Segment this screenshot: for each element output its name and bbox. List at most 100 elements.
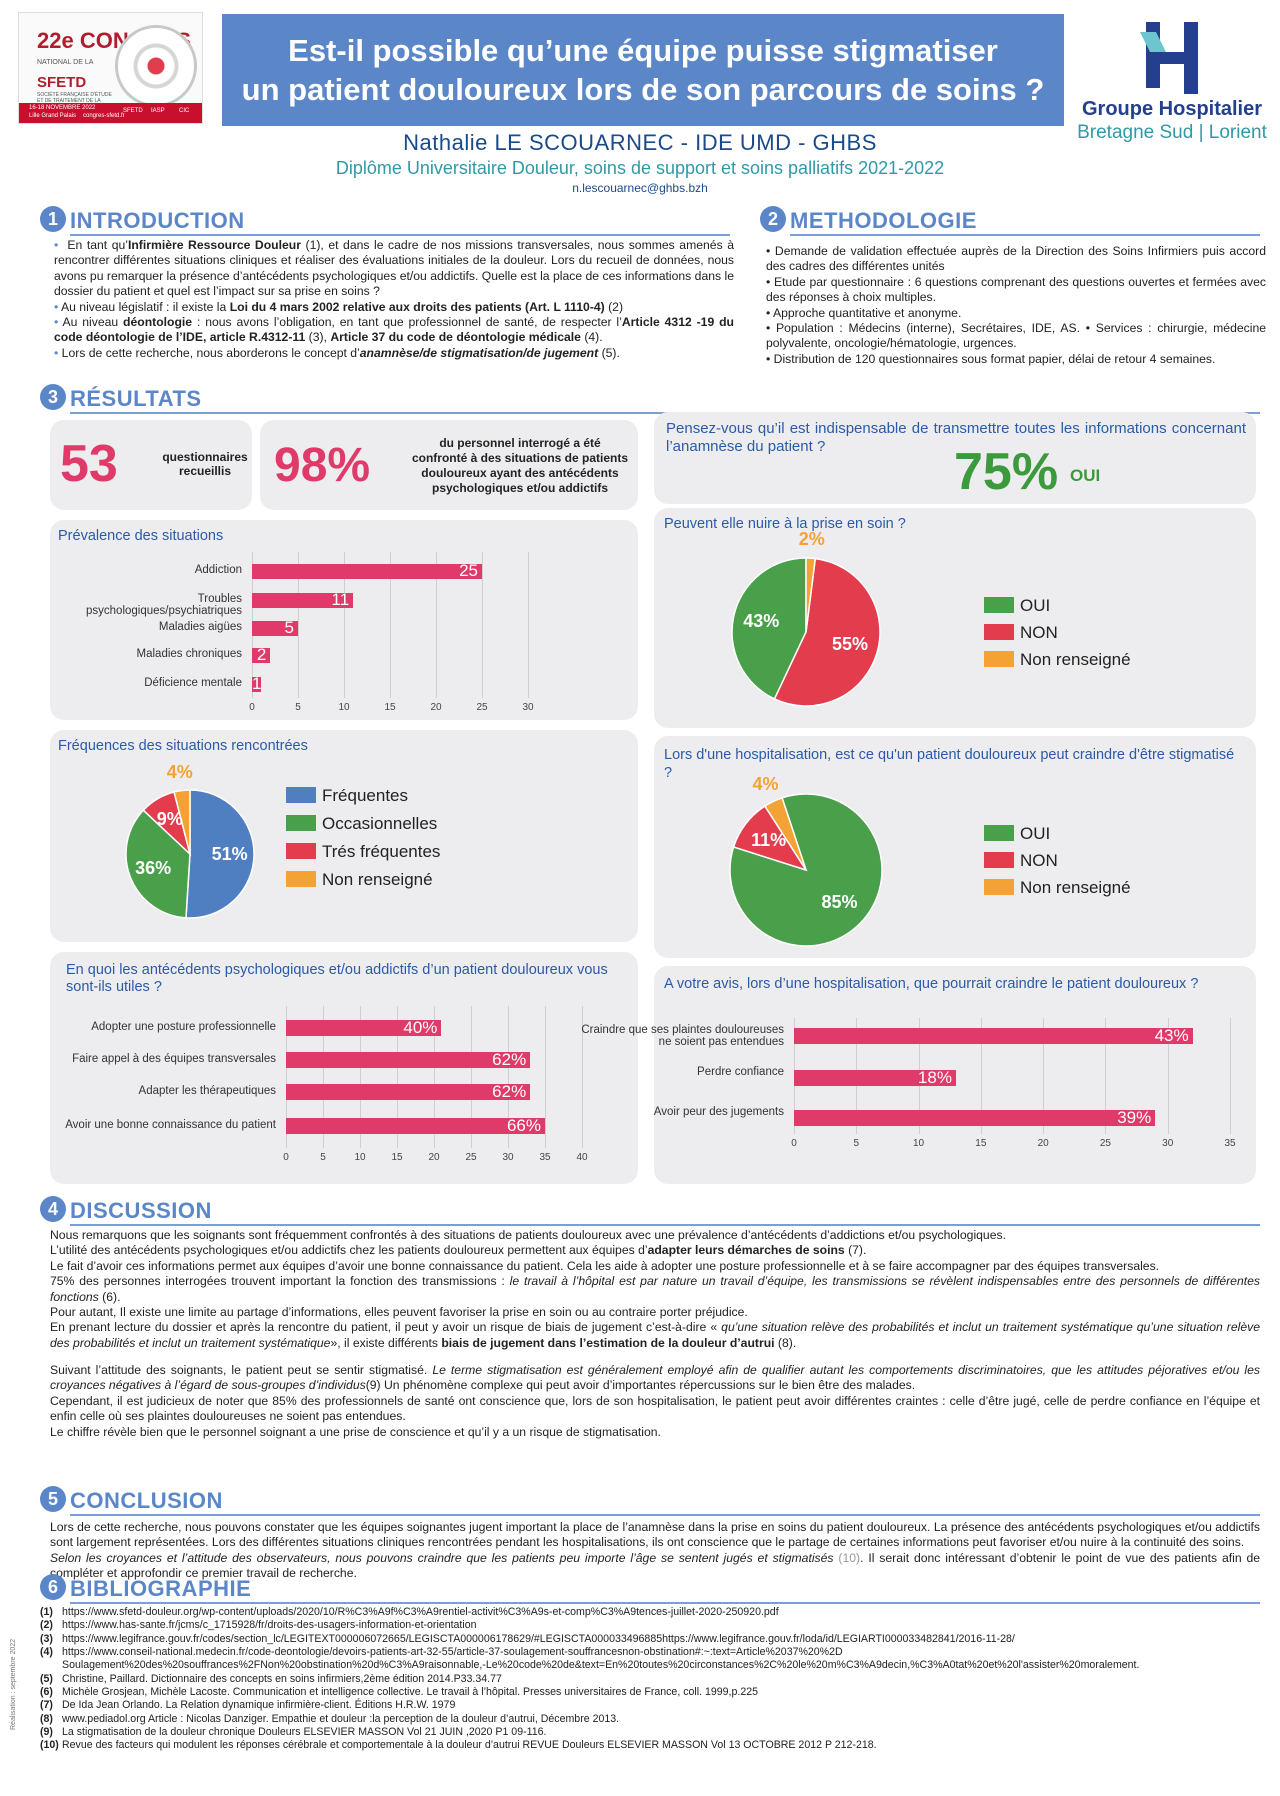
- author-email[interactable]: n.lescouarnec@ghbs.bzh: [572, 181, 708, 195]
- section-title-resultats: RÉSULTATS: [70, 386, 202, 411]
- chart-title: Peuvent elle nuire à la prise en soin ?: [664, 516, 906, 532]
- bar-category-label: Avoir peur des jugements: [653, 1106, 784, 1118]
- pie-value-label: 55%: [832, 633, 869, 654]
- bar: [286, 1052, 531, 1068]
- bar: [794, 1028, 1193, 1044]
- side-note: Réalisation : septembre 2022: [10, 1638, 17, 1730]
- axis-tick-label: 10: [913, 1138, 925, 1149]
- discussion-line: Nous remarquons que les soignants sont f…: [50, 1228, 1006, 1242]
- bar: [252, 647, 271, 663]
- legend-label: NON: [1020, 623, 1058, 642]
- section-divider: [70, 1514, 1260, 1516]
- discussion-line: Suivant l’attitude des soignants, le pat…: [50, 1363, 1260, 1393]
- section-divider: [790, 234, 1260, 236]
- legend-swatch: [984, 879, 1014, 895]
- bar: [794, 1070, 956, 1086]
- congress-dates: 16-18 NOVEMBRE 2022: [29, 105, 96, 111]
- bibliography-item: (1) https://www.sfetd-douleur.org/wp-cont…: [40, 1606, 1250, 1619]
- grid-line: [390, 552, 391, 698]
- axis-tick-label: 5: [295, 702, 301, 713]
- bar-value-label: 2: [256, 645, 267, 664]
- grid-line: [323, 1006, 324, 1148]
- axis-tick-label: 10: [338, 702, 350, 713]
- pie-value-label: 2%: [798, 529, 825, 550]
- logo-line-2: Bretagne Sud | Lorient: [1077, 122, 1267, 143]
- bibliography-text[interactable]: https://www.conseil-national.medecin.fr/…: [62, 1646, 1140, 1672]
- bibliography-item: (3) https://www.legifrance.gouv.fr/codes/…: [40, 1633, 1250, 1646]
- bar-category-label: Maladies aigües: [158, 621, 242, 633]
- bibliography-item: (6) Michèle Grosjean, Michèle Lacoste. Co…: [40, 1686, 1250, 1699]
- bar-category-label: Adopter une posture professionnelle: [91, 1021, 276, 1033]
- discussion-line: L’utilité des antécédents psychologiques…: [50, 1243, 867, 1258]
- section-title-introduction: INTRODUCTION: [70, 208, 245, 233]
- axis-tick-label: 20: [1037, 1138, 1049, 1149]
- legend-item: Non renseigné: [286, 870, 433, 890]
- bar: [252, 563, 482, 579]
- grid-line: [508, 1006, 509, 1148]
- introduction-text: • En tant qu’Infirmière Ressource Douleu…: [54, 238, 734, 361]
- axis-tick-label: 20: [430, 702, 442, 713]
- pie-slice: [731, 557, 807, 700]
- pie-value-label: 4%: [752, 774, 779, 795]
- author-name: Nathalie LE SCOUARNEC - IDE UMD - GHBS: [403, 130, 877, 155]
- transmit-pct: 75%: [954, 443, 1059, 501]
- bar-category-label: Adapter les thérapeutiques: [138, 1085, 276, 1097]
- legend-swatch: [984, 624, 1014, 640]
- axis-tick-label: 20: [428, 1152, 440, 1163]
- legend-swatch: [984, 597, 1014, 613]
- legend-label: OUI: [1020, 596, 1051, 615]
- partner-logo: CIC: [179, 108, 190, 114]
- axis-tick-label: 0: [791, 1138, 797, 1149]
- intro-paragraph: • Au niveau législatif : il existe la Lo…: [54, 299, 623, 314]
- hospital-logo: Groupe Hospitalier Bretagne Sud | Lorien…: [1074, 18, 1270, 146]
- bar: [794, 1110, 1156, 1126]
- pie-svg: [731, 557, 881, 707]
- grid-line: [286, 1006, 287, 1148]
- bibliography-text[interactable]: https://www.legifrance.gouv.fr/codes/sec…: [62, 1632, 1015, 1645]
- legend-item: Non renseigné: [984, 878, 1131, 898]
- grid-line: [397, 1006, 398, 1148]
- transmit-answer: OUI: [1070, 466, 1101, 485]
- legend-item: Non renseigné: [984, 650, 1131, 670]
- bibliography-list: (1) https://www.sfetd-douleur.org/wp-cont…: [40, 1606, 1250, 1753]
- title-line: Est-il possible qu’une équipe puisse sti…: [288, 33, 998, 68]
- axis-tick-label: 15: [384, 702, 396, 713]
- pie-value-label: 4%: [166, 761, 193, 782]
- stat-box-count: 53 questionnaires recueillis: [50, 420, 252, 510]
- congress-venue: Lille Grand Palais: [29, 113, 77, 119]
- bibliography-item: (8) www.pediadol.org Article : Nicolas Da…: [40, 1713, 1250, 1726]
- conclusion-text: Lors de cette recherche, nous pouvons co…: [50, 1520, 1260, 1582]
- bar-value-label: 66%: [506, 1116, 541, 1135]
- legend-label: Trés fréquentes: [322, 842, 441, 861]
- ghbs-logo-icon: [1140, 22, 1198, 94]
- legend-item: Occasionnelles: [286, 814, 437, 834]
- chart-title: Lors d'une hospitalisation, est ce qu'un…: [664, 747, 1235, 782]
- section-divider: [70, 234, 730, 236]
- bar-category-label: Perdre confiance: [697, 1066, 784, 1078]
- target-icon: [115, 25, 197, 107]
- bibliography-text[interactable]: https://www.has-sante.fr/jcms/c_1715928/…: [62, 1619, 477, 1632]
- section-title-methodologie: METHODOLOGIE: [790, 208, 977, 233]
- bibliography-item: (2) https://www.has-sante.fr/jcms/c_17159…: [40, 1619, 1250, 1632]
- legend-swatch: [286, 815, 316, 831]
- bibliography-text[interactable]: https://www.sfetd-douleur.org/wp-content…: [62, 1606, 779, 1618]
- bar-value-label: 39%: [1117, 1108, 1152, 1127]
- transmit-question: Pensez-vous qu’il est indispensable de t…: [666, 420, 1246, 455]
- bar-category-label: Avoir une bonne connaissance du patient: [65, 1119, 276, 1131]
- pie-slice: [773, 557, 881, 707]
- bibliography-number: (7): [40, 1699, 53, 1712]
- bibliography-text[interactable]: www.pediadol.org Article : Nicolas Danzi…: [62, 1712, 620, 1725]
- bar: [286, 1084, 531, 1100]
- partner-logo: SFETD: [123, 108, 143, 114]
- section-divider: [70, 1602, 1260, 1604]
- poster-title: Est-il possible qu’une équipe puisse sti…: [222, 14, 1064, 126]
- legend-swatch: [984, 852, 1014, 868]
- intro-paragraph: • Lors de cette recherche, nous abordero…: [54, 345, 620, 360]
- axis-tick-label: 10: [354, 1152, 366, 1163]
- grid-line: [1230, 1018, 1231, 1134]
- bar-value-label: 62%: [492, 1050, 527, 1069]
- pie-svg: [729, 793, 883, 947]
- bar-value-label: 62%: [492, 1082, 527, 1101]
- discussion-line: Le chiffre révèle bien que le personnel …: [50, 1424, 661, 1439]
- bibliography-item: (5) Christine, Paillard. Dictionnaire des…: [40, 1673, 1250, 1686]
